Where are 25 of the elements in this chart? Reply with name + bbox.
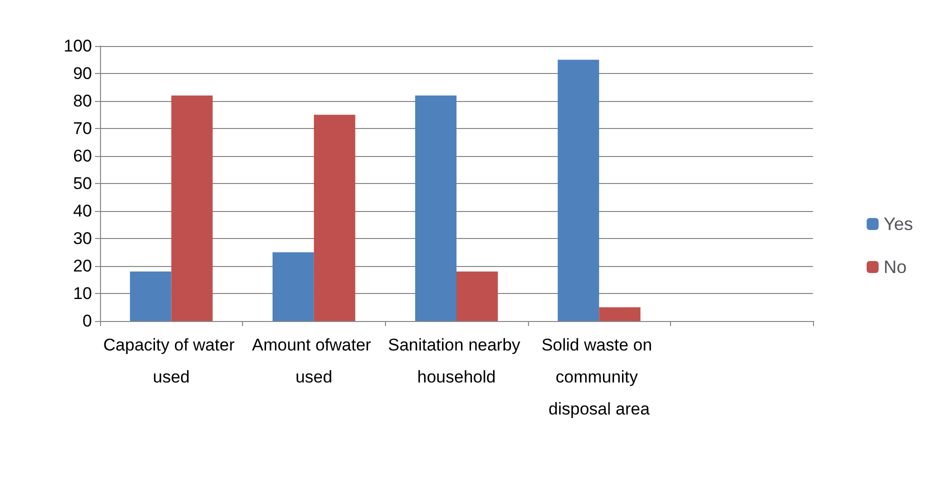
- y-tick-label: 80: [73, 92, 92, 110]
- bar: [456, 272, 498, 321]
- y-tick-label: 40: [73, 202, 92, 220]
- y-tick-label: 10: [73, 284, 92, 303]
- bar: [171, 96, 213, 321]
- bar: [558, 60, 600, 321]
- y-tick-label: 30: [73, 229, 92, 248]
- y-tick-label: 60: [73, 146, 92, 166]
- x-tick-label: Amount ofwater used: [252, 336, 376, 386]
- legend-label: Yes: [884, 214, 914, 234]
- y-tick-label: 100: [64, 36, 92, 56]
- bar: [599, 307, 640, 321]
- x-tick-label: Solid waste on community disposal area: [541, 336, 657, 418]
- bar: [130, 272, 172, 321]
- y-tick-label: 50: [73, 174, 92, 193]
- y-tick-label: 70: [73, 119, 92, 138]
- legend-label: No: [884, 257, 907, 277]
- x-tick-label: Sanitation nearby household: [388, 336, 526, 386]
- bar: [415, 96, 456, 321]
- y-tick-label: 0: [82, 312, 92, 330]
- x-tick-label: Capacity of water used: [103, 336, 240, 386]
- y-tick-label: 20: [73, 256, 92, 276]
- bar: [272, 252, 314, 321]
- bar: [314, 114, 356, 321]
- y-tick-label: 90: [73, 64, 92, 83]
